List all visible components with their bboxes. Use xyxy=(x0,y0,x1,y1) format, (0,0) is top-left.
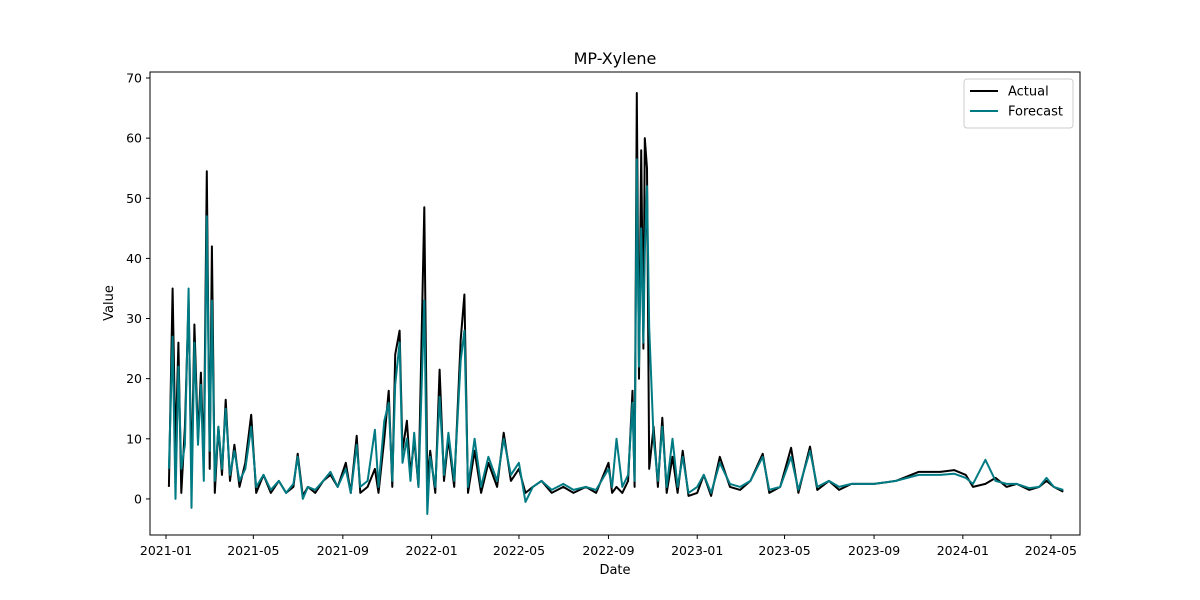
x-tick-label: 2023-05 xyxy=(758,543,810,558)
legend: Actual Forecast xyxy=(963,78,1074,129)
y-tick-label: 70 xyxy=(126,71,142,86)
x-tick-label: 2023-01 xyxy=(671,543,723,558)
legend-label-forecast: Forecast xyxy=(1008,105,1063,120)
x-tick-label: 2022-09 xyxy=(582,543,634,558)
y-tick-label: 10 xyxy=(126,431,142,446)
y-axis-label: Value xyxy=(102,285,117,321)
series-line-forecast xyxy=(167,158,1064,515)
x-tick-label: 2021-05 xyxy=(227,543,279,558)
x-tick-label: 2023-09 xyxy=(848,543,900,558)
y-tick-label: 60 xyxy=(126,131,142,146)
x-tick-label: 2024-05 xyxy=(1025,543,1077,558)
x-tick-label: 2022-05 xyxy=(493,543,545,558)
x-tick-label: 2021-01 xyxy=(140,543,192,558)
legend-label-actual: Actual xyxy=(1008,85,1049,100)
x-tick-label: 2024-01 xyxy=(937,543,989,558)
chart-title: MP-Xylene xyxy=(574,49,657,68)
x-tick-label: 2022-01 xyxy=(406,543,458,558)
x-axis-label: Date xyxy=(599,563,630,578)
y-tick-label: 50 xyxy=(126,191,142,206)
plot-frame xyxy=(149,71,1081,536)
x-tick-label: 2021-09 xyxy=(317,543,369,558)
y-tick-label: 0 xyxy=(134,491,142,506)
y-tick-label: 40 xyxy=(126,251,142,266)
y-tick-label: 20 xyxy=(126,371,142,386)
y-tick-label: 30 xyxy=(126,311,142,326)
series-line-actual xyxy=(167,92,1064,497)
